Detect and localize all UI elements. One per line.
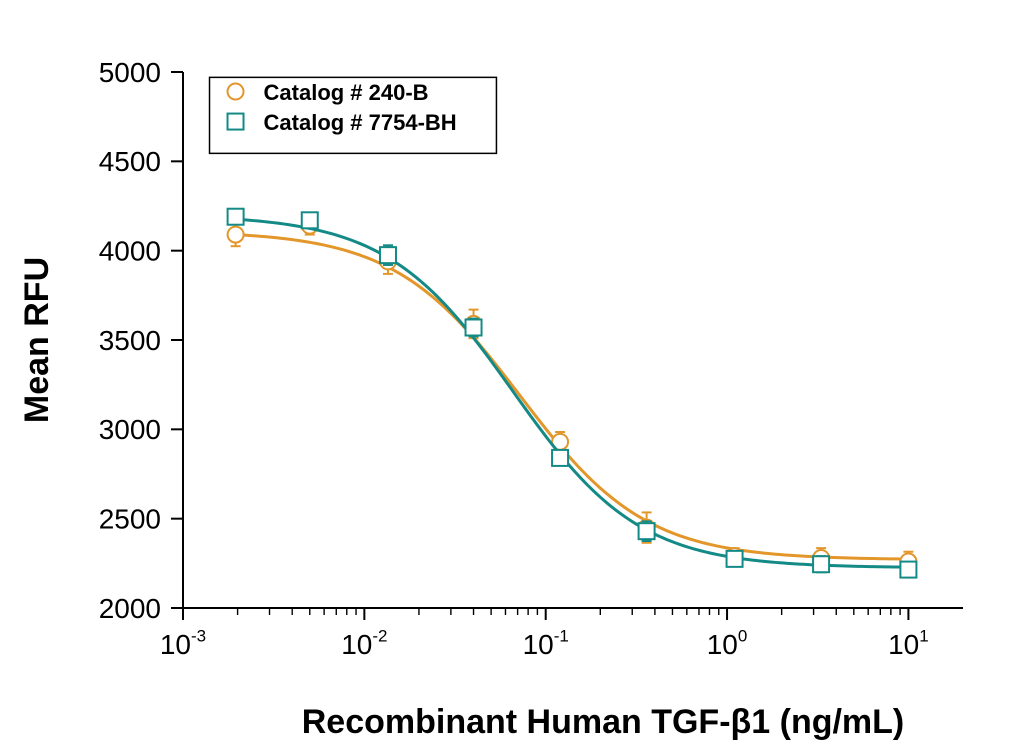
y-axis-label: Mean RFU: [18, 257, 56, 423]
x-axis-label: Recombinant Human TGF-β1 (ng/mL): [302, 703, 905, 741]
legend-label: Catalog # 7754-BH: [264, 110, 457, 135]
y-tick-label: 2000: [99, 593, 161, 624]
data-point-square: [228, 209, 244, 225]
data-point-circle: [228, 227, 244, 243]
y-tick-label: 5000: [99, 57, 161, 88]
y-tick-label: 4000: [99, 235, 161, 266]
data-point-square: [639, 523, 655, 539]
data-point-square: [380, 247, 396, 263]
dose-response-chart: 10-310-210-11001012000250030003500400045…: [0, 0, 1013, 755]
legend-label: Catalog # 240-B: [264, 80, 429, 105]
data-point-square: [900, 562, 916, 578]
data-point-square: [466, 319, 482, 335]
data-point-square: [813, 556, 829, 572]
data-point-square: [302, 212, 318, 228]
y-tick-label: 4500: [99, 146, 161, 177]
y-tick-label: 3500: [99, 325, 161, 356]
chart-svg: 10-310-210-11001012000250030003500400045…: [0, 0, 1013, 755]
data-point-square: [552, 450, 568, 466]
y-tick-label: 2500: [99, 503, 161, 534]
data-point-square: [727, 551, 743, 567]
y-tick-label: 3000: [99, 414, 161, 445]
legend: Catalog # 240-B Catalog # 7754-BH: [210, 77, 497, 153]
